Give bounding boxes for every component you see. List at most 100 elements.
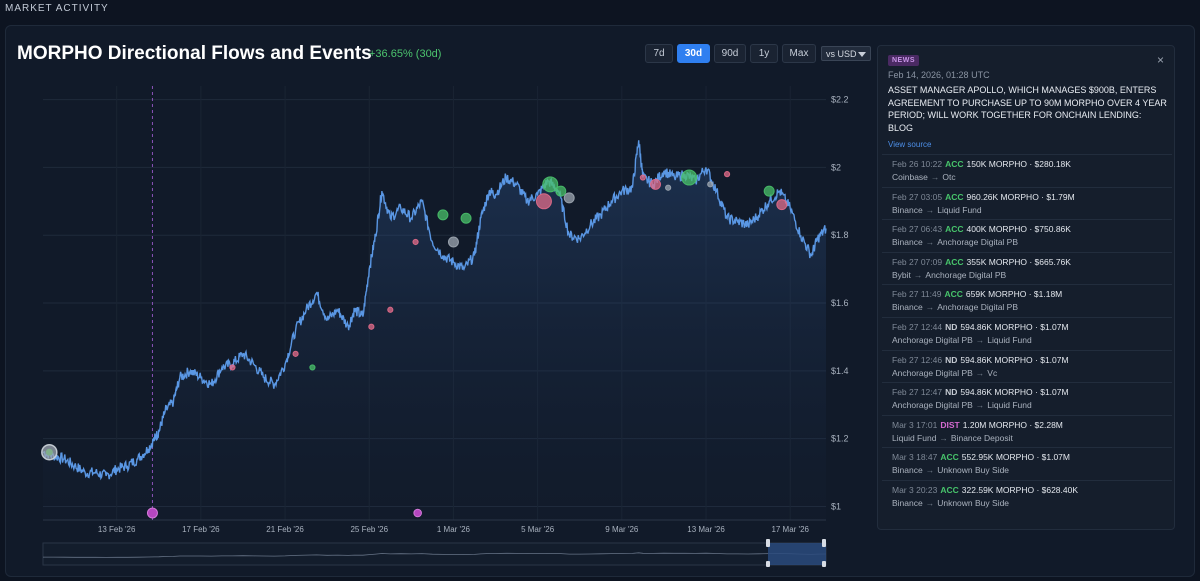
event-row[interactable]: Feb 27 11:49 ACC 659K MORPHO · $1.18M Binan… [882, 284, 1172, 317]
event-type-badge: ND [945, 354, 958, 365]
event-marker[interactable] [447, 236, 459, 248]
y-tick-label: $2 [831, 162, 841, 172]
navigator[interactable] [42, 539, 827, 567]
arrow-right-icon: → [925, 204, 935, 215]
news-event-dot[interactable] [413, 508, 422, 518]
navigator-handle-left-bottom[interactable] [766, 561, 770, 567]
close-icon[interactable]: × [1156, 53, 1164, 67]
event-row[interactable]: Feb 27 06:43 ACC 400K MORPHO · $750.86K Bin… [882, 219, 1172, 252]
navigator-handle-right-bottom[interactable] [822, 561, 826, 567]
navigator-handle-right[interactable] [822, 539, 826, 547]
event-route: Bybit → Anchorage Digital PB [892, 270, 1172, 280]
event-row[interactable]: Mar 3 20:23 ACC 322.59K MORPHO · $628.40K B… [882, 479, 1172, 513]
event-marker[interactable] [437, 209, 449, 221]
event-amount: 322.59K MORPHO · $628.40K [961, 484, 1079, 495]
section-label: MARKET ACTIVITY [5, 3, 109, 14]
event-from: Coinbase [892, 172, 928, 182]
event-marker[interactable] [309, 364, 316, 371]
event-route: Binance → Unknown Buy Side [892, 465, 1172, 475]
x-tick-label: 1 Mar '26 [437, 525, 471, 534]
x-tick-label: 21 Feb '26 [266, 525, 304, 534]
event-marker[interactable] [776, 199, 788, 211]
event-marker[interactable] [292, 350, 299, 357]
arrow-right-icon: → [925, 497, 935, 508]
x-tick-label: 17 Feb '26 [182, 525, 220, 534]
news-headline: ASSET MANAGER APOLLO, WHICH MANAGES $900… [888, 85, 1167, 133]
range-button-30d[interactable]: 30d [677, 44, 710, 63]
event-amount: 960.26K MORPHO · $1.79M [966, 191, 1075, 202]
event-amount: 400K MORPHO · $750.86K [966, 224, 1071, 235]
event-amount: 1.20M MORPHO · $2.28M [962, 419, 1063, 430]
event-time: Feb 27 11:49 [892, 289, 942, 300]
event-marker[interactable] [723, 171, 731, 178]
currency-select[interactable]: vs USD [821, 46, 871, 61]
event-summary: Feb 27 07:09 ACC 355K MORPHO · $665.76K [892, 257, 1172, 267]
event-amount: 355K MORPHO · $665.76K [966, 256, 1071, 267]
event-marker[interactable] [368, 323, 375, 330]
event-from: Binance [892, 465, 923, 476]
event-row[interactable]: Feb 27 03:05 ACC 960.26K MORPHO · $1.79M Bi… [882, 186, 1172, 220]
y-tick-label: $2.2 [831, 95, 849, 105]
event-row[interactable]: Feb 27 07:09 ACC 355K MORPHO · $665.76K Byb… [882, 251, 1172, 285]
event-route: Binance → Unknown Buy Side [892, 498, 1172, 508]
event-marker[interactable] [412, 238, 419, 246]
event-marker[interactable] [707, 181, 714, 188]
event-row[interactable]: Feb 27 12:46 ND 594.86K MORPHO · $1.07M Anc… [882, 349, 1172, 383]
range-button-90d[interactable]: 90d [714, 44, 746, 63]
event-route: Anchorage Digital PB → Liquid Fund [892, 400, 1172, 410]
range-button-7d[interactable]: 7d [645, 44, 673, 63]
range-button-max[interactable]: Max [782, 44, 816, 63]
event-from: Anchorage Digital PB [892, 334, 973, 345]
event-marker[interactable] [460, 212, 472, 224]
x-tick-label: 13 Mar '26 [687, 525, 725, 534]
event-marker[interactable] [387, 306, 394, 313]
event-row[interactable]: Feb 26 10:22 ACC 150K MORPHO · $280.18K Coi… [882, 154, 1172, 187]
event-from: Anchorage Digital PB [892, 367, 973, 378]
event-to: Liquid Fund [987, 400, 1032, 411]
event-summary: Feb 27 11:49 ACC 659K MORPHO · $1.18M [892, 289, 1172, 299]
event-marker[interactable] [542, 176, 559, 193]
view-source-link[interactable]: View source [888, 140, 932, 149]
arrow-right-icon: → [925, 302, 935, 313]
event-marker[interactable] [563, 192, 575, 204]
event-marker[interactable] [535, 193, 552, 210]
event-row[interactable]: Mar 3 18:47 ACC 552.95K MORPHO · $1.07M Bin… [882, 447, 1172, 480]
event-type-badge: ACC [945, 224, 964, 235]
event-summary: Feb 26 10:22 ACC 150K MORPHO · $280.18K [892, 159, 1172, 169]
event-marker[interactable] [681, 169, 698, 186]
event-summary: Feb 27 12:44 ND 594.86K MORPHO · $1.07M [892, 322, 1172, 332]
event-marker[interactable] [763, 185, 775, 197]
y-tick-label: $1.4 [831, 366, 849, 376]
arrow-right-icon: → [925, 465, 935, 476]
event-row[interactable]: Mar 3 17:01 DIST 1.20M MORPHO · $2.28M Liqu… [882, 414, 1172, 448]
event-time: Feb 27 03:05 [892, 191, 943, 202]
event-from: Bybit [892, 269, 911, 280]
event-marker[interactable] [229, 364, 236, 371]
event-route: Anchorage Digital PB → Liquid Fund [892, 335, 1172, 345]
event-route: Anchorage Digital PB → Vc [892, 368, 1172, 378]
event-from: Binance [892, 204, 923, 215]
event-marker[interactable] [555, 185, 567, 197]
navigator-line [43, 552, 827, 558]
event-to: Anchorage Digital PB [937, 237, 1019, 248]
event-type-badge: ACC [940, 484, 959, 495]
event-marker[interactable] [650, 178, 662, 190]
navigator-handle-left[interactable] [766, 539, 770, 547]
event-type-badge: DIST [940, 419, 960, 430]
navigator-selection[interactable] [768, 543, 826, 565]
x-tick-label: 25 Feb '26 [350, 525, 388, 534]
event-route: Binance → Liquid Fund [892, 205, 1172, 215]
event-row[interactable]: Feb 27 12:47 ND 594.86K MORPHO · $1.07M Anc… [882, 382, 1172, 415]
event-marker[interactable] [665, 184, 672, 191]
event-row[interactable]: Feb 27 12:44 ND 594.86K MORPHO · $1.07M Anc… [882, 316, 1172, 350]
event-from: Liquid Fund [892, 432, 937, 443]
event-marker[interactable] [639, 174, 646, 181]
event-from: Binance [892, 497, 923, 508]
event-list: Feb 26 10:22 ACC 150K MORPHO · $280.18K Coi… [882, 154, 1172, 513]
news-event-dot[interactable] [146, 507, 158, 519]
event-type-badge: ND [945, 321, 958, 332]
event-to: Unknown Buy Side [937, 497, 1010, 508]
event-amount: 594.86K MORPHO · $1.07M [960, 354, 1069, 365]
range-button-1y[interactable]: 1y [750, 44, 778, 63]
